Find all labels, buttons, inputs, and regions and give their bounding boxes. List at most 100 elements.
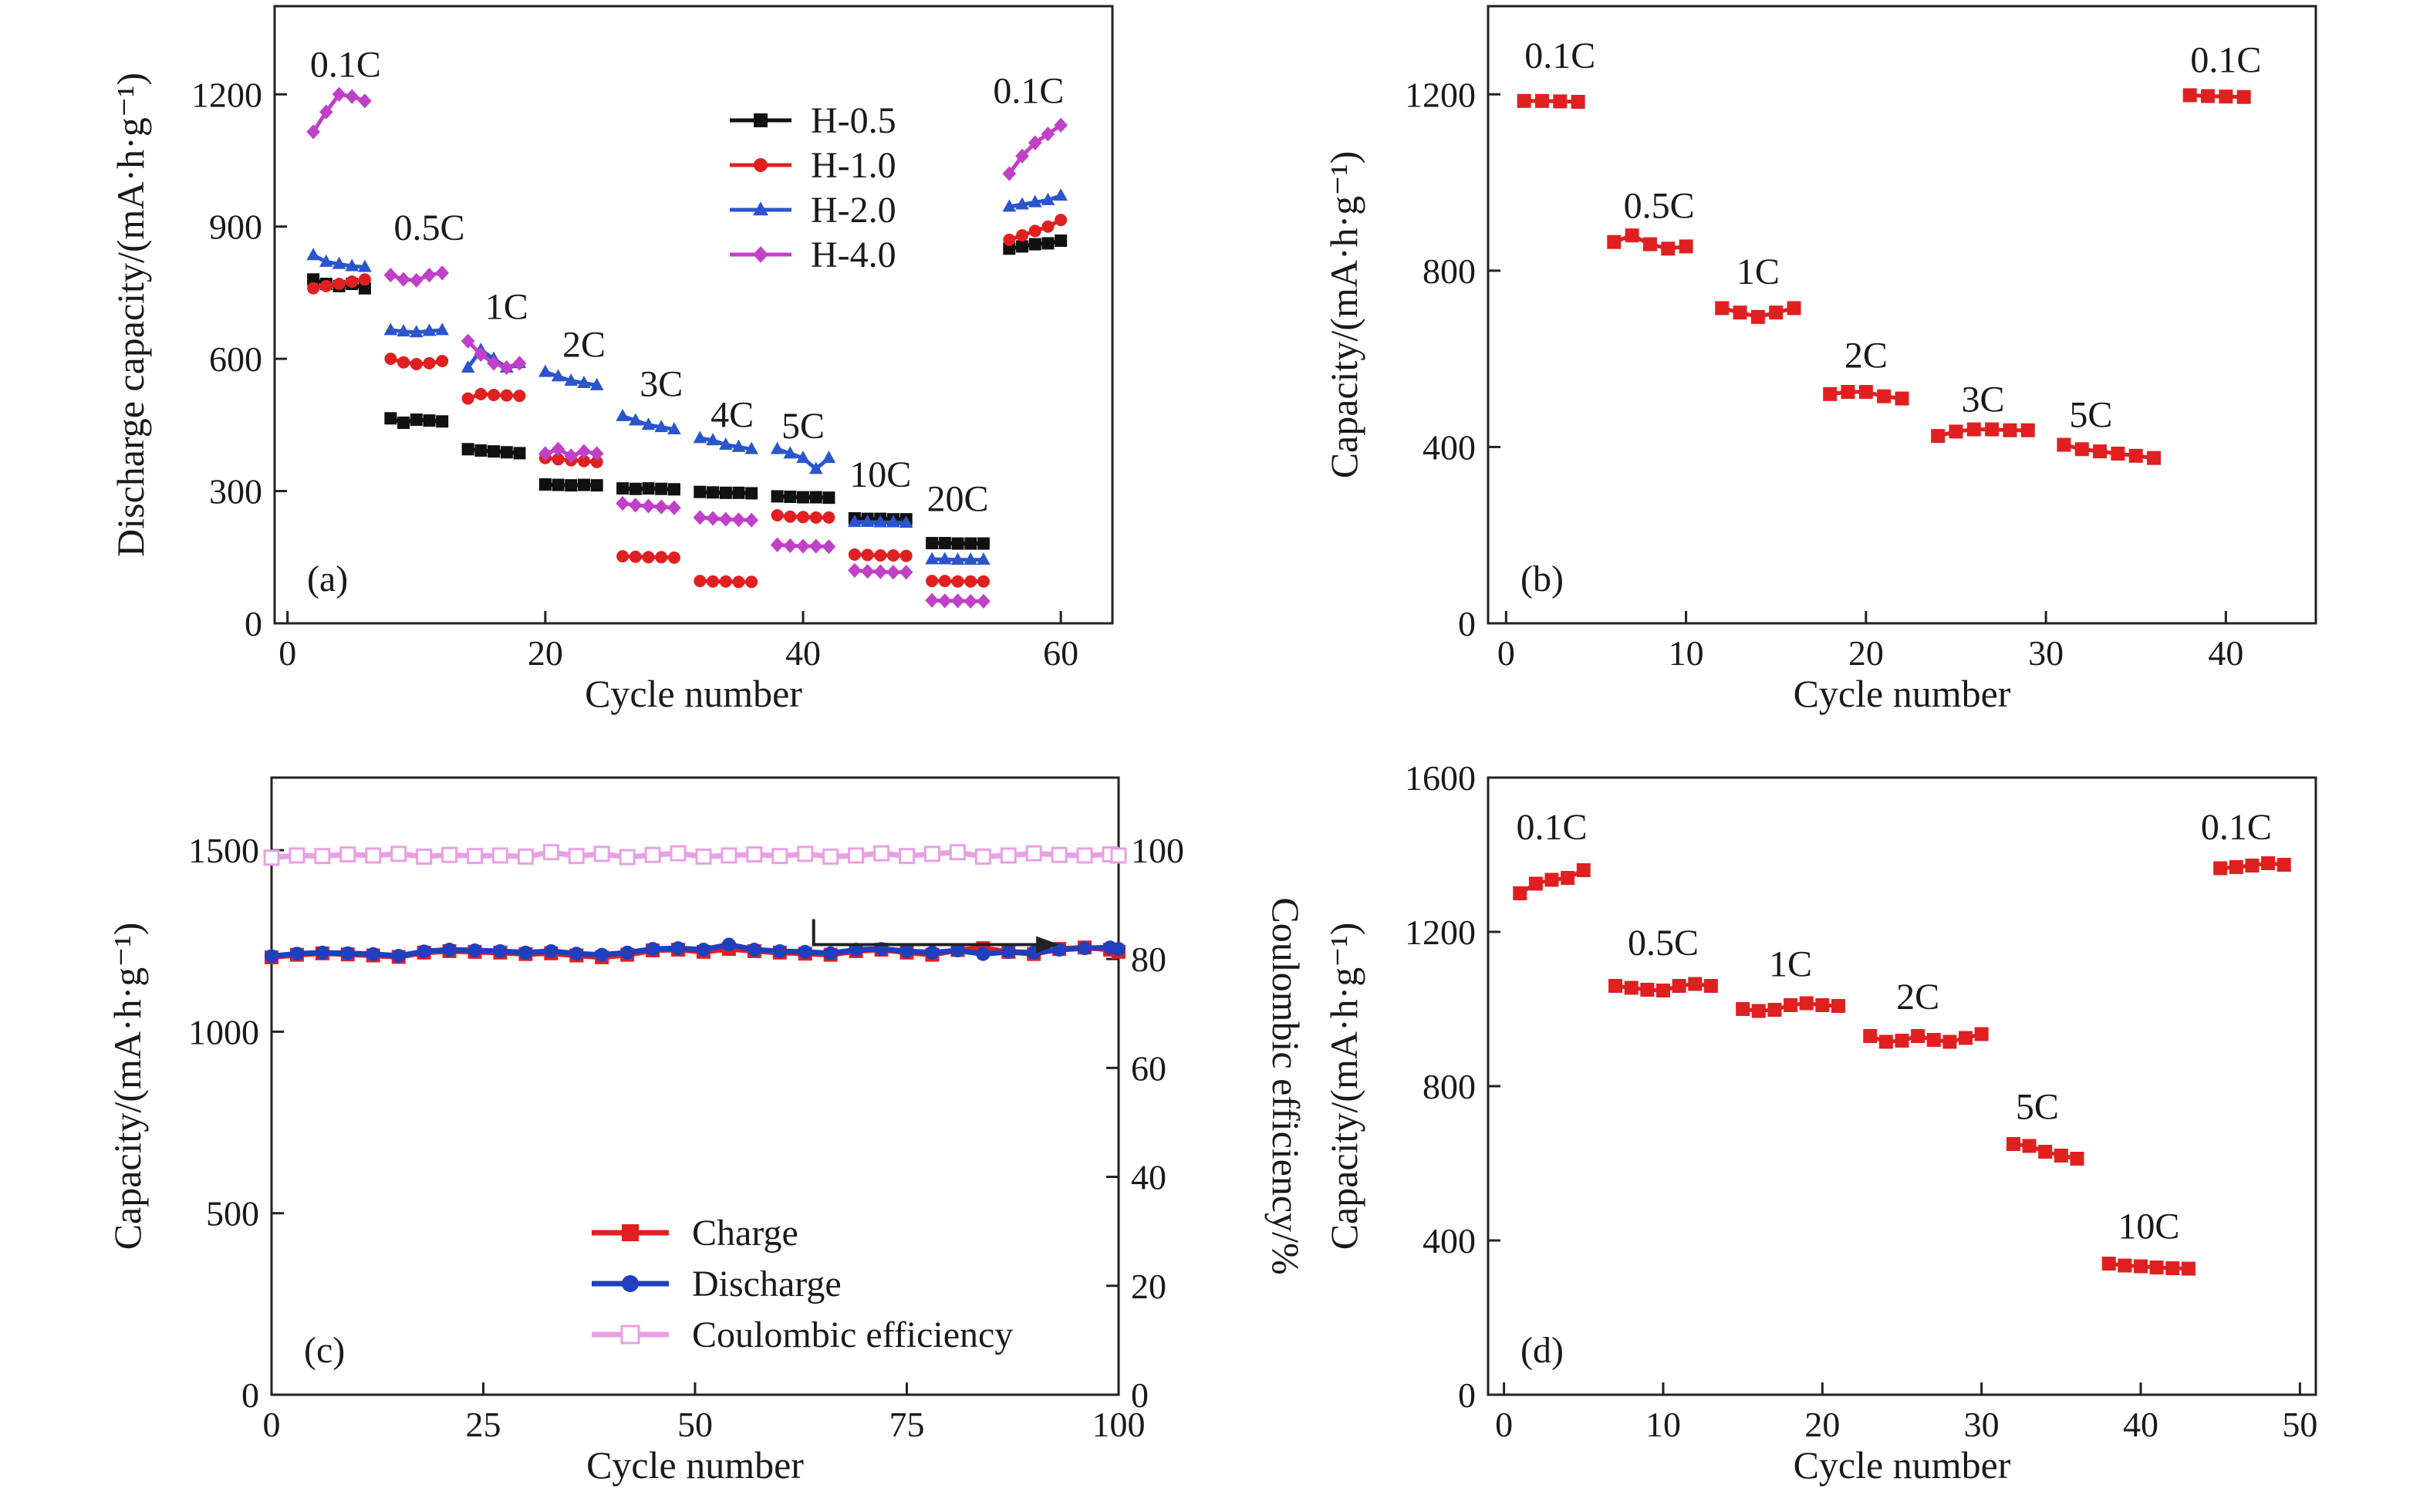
data-point [461, 359, 475, 373]
data-point [1769, 305, 1784, 320]
data-point [860, 514, 875, 527]
data-point [797, 511, 810, 524]
y-tick-label: 900 [209, 208, 262, 247]
data-point [383, 267, 398, 283]
data-point [732, 486, 745, 499]
data-point [263, 849, 280, 866]
data-point [694, 575, 707, 588]
y-tick-label: 800 [1423, 251, 1476, 291]
rate-label: 0.1C [310, 44, 381, 85]
data-point [1534, 93, 1549, 108]
data-point [1553, 94, 1568, 109]
data-point [938, 575, 951, 588]
data-point [589, 377, 604, 390]
data-point [1733, 305, 1747, 320]
x-tick-label: 0 [1495, 1405, 1513, 1444]
data-point [384, 412, 397, 425]
data-point [410, 358, 423, 370]
series-data [1513, 856, 2291, 1276]
data-point [718, 437, 733, 450]
data-point [667, 421, 681, 434]
data-point [358, 273, 371, 286]
data-point [365, 847, 382, 864]
data-point [2229, 860, 2243, 874]
data-point [1016, 240, 1029, 253]
data-point [306, 248, 320, 261]
y-axis-label: Capacity/(mA·h·g⁻¹) [106, 923, 149, 1250]
data-point [873, 515, 888, 528]
data-point [1966, 422, 1981, 437]
data-point [1750, 309, 1765, 324]
data-point [1823, 386, 1838, 401]
data-point [467, 848, 484, 865]
data-point [1655, 984, 1670, 997]
data-point [925, 552, 939, 565]
data-point [926, 575, 939, 588]
data-point [436, 415, 449, 428]
data-point [772, 943, 787, 958]
data-point [1931, 429, 1946, 444]
data-point [2219, 89, 2233, 104]
data-point [873, 564, 888, 579]
data-point [2201, 89, 2216, 103]
data-point [693, 510, 707, 525]
data-point [1112, 942, 1126, 957]
rate-label: 2C [562, 324, 606, 365]
data-point [1959, 1031, 1973, 1045]
x-tick-label: 10 [1669, 633, 1704, 673]
data-point [1815, 998, 1830, 1012]
rate-label: 2C [1896, 977, 1939, 1018]
data-point [899, 515, 913, 528]
data-point [1055, 214, 1068, 227]
data-point [441, 846, 458, 863]
data-point [577, 444, 591, 459]
data-point [642, 482, 655, 495]
data-point [493, 943, 508, 958]
data-point [409, 325, 424, 338]
legend-marker [622, 1275, 639, 1292]
rate-label: 1C [1769, 944, 1812, 985]
data-point [848, 847, 865, 864]
data-point [417, 944, 431, 959]
data-point [289, 847, 305, 864]
data-point [797, 845, 814, 862]
data-point [949, 844, 966, 861]
data-point [565, 479, 578, 492]
data-point [938, 537, 951, 549]
rate-label: 0.1C [1524, 35, 1595, 76]
data-point [577, 478, 590, 491]
data-point [2134, 1259, 2148, 1274]
data-point [314, 848, 331, 865]
data-point [796, 451, 810, 464]
data-point [809, 491, 822, 504]
data-point [849, 943, 863, 957]
data-point [706, 511, 720, 526]
x-tick-label: 60 [1043, 633, 1078, 673]
data-point [551, 369, 565, 382]
data-point [654, 499, 669, 515]
data-point [667, 551, 680, 564]
data-point [1858, 385, 1873, 399]
data-point [696, 943, 710, 957]
data-point [1076, 847, 1093, 864]
data-point [977, 575, 990, 588]
data-point [461, 333, 475, 349]
data-point [1751, 1004, 1766, 1018]
data-point [518, 945, 533, 960]
data-point [593, 845, 610, 862]
rate-label: 4C [710, 395, 754, 436]
series-h-4-0 [306, 86, 1068, 609]
data-point [474, 444, 488, 457]
legend-marker [754, 158, 768, 172]
data-point [2261, 856, 2276, 870]
y2-axis-label: Coulombic efficiency/% [1264, 897, 1308, 1274]
data-point [1054, 188, 1068, 201]
data-point [346, 275, 359, 289]
data-point [2020, 423, 2035, 437]
data-point [718, 511, 733, 527]
y-tick-label: 0 [1458, 1375, 1476, 1415]
data-point [289, 947, 304, 961]
data-point [544, 943, 559, 958]
